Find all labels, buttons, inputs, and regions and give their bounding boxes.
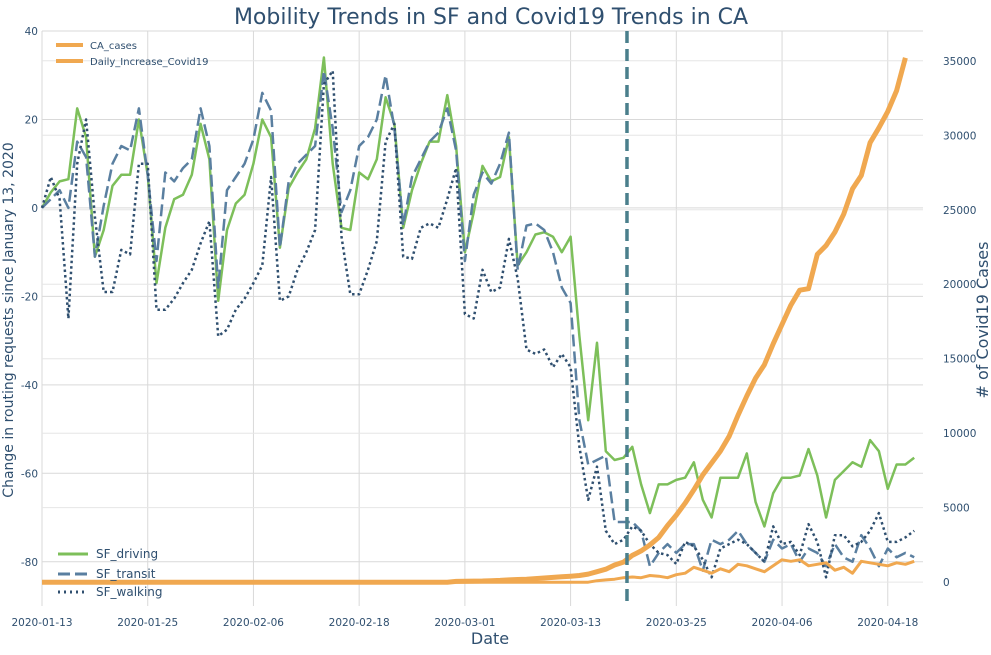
plot-background: [42, 31, 923, 606]
x-tick-label: 2020-03-25: [646, 617, 707, 629]
y-tick-label-right: 25000: [943, 205, 976, 217]
y-tick-label-right: 10000: [943, 428, 976, 440]
x-tick-label: 2020-03-01: [434, 617, 495, 629]
series-left: [40, 56, 915, 579]
legend-left: SF_driving SF_transit SF_walking: [58, 547, 163, 599]
legend-label-sf-walking: SF_walking: [96, 585, 163, 599]
x-axis-label: Date: [471, 629, 509, 648]
x-tick-label: 2020-02-18: [329, 617, 390, 629]
x-tick-label: 2020-02-06: [223, 617, 284, 629]
legend-label-sf-transit: SF_transit: [96, 567, 156, 581]
y-tick-label-right: 5000: [943, 503, 970, 515]
plot-area: [40, 30, 923, 606]
series-line-daily-increase-covid19: [42, 558, 915, 584]
grid: [41, 30, 923, 606]
y-tick-label-right: 30000: [943, 130, 976, 142]
x-tick-label: 2020-01-25: [117, 617, 178, 629]
legend-right: CA_cases Daily_Increase_Covid19: [56, 41, 209, 68]
y-axis-label-right: # of Covid19 Cases: [973, 242, 991, 399]
y-ticks-right: 0 5000 10000 15000 20000 25000 30000 35000: [943, 56, 976, 589]
chart-title: Mobility Trends in SF and Covid19 Trends…: [234, 5, 748, 30]
y-tick-label-right: 0: [943, 577, 950, 589]
y-tick-label-right: 20000: [943, 279, 976, 291]
series-line-sf-driving: [40, 56, 915, 528]
x-ticks: 2020-01-13 2020-01-25 2020-02-06 2020-02-18…: [11, 617, 918, 629]
y-tick-label-left: 20: [25, 114, 38, 126]
x-tick-label: 2020-04-06: [752, 617, 813, 629]
y-tick-label-left: 40: [25, 26, 38, 38]
y-tick-label-right: 15000: [943, 354, 976, 366]
y-tick-label-left: -60: [21, 468, 38, 480]
legend-label-ca-cases: CA_cases: [90, 41, 137, 52]
y-axis-label-left: Change in routing requests since January…: [1, 142, 17, 497]
y-tick-label-left: -40: [21, 380, 38, 392]
legend-label-sf-driving: SF_driving: [96, 547, 158, 561]
y-tick-label-left: -80: [21, 557, 38, 569]
x-tick-label: 2020-01-13: [11, 617, 72, 629]
series-line-sf-transit: [41, 69, 915, 572]
legend-label-daily-increase: Daily_Increase_Covid19: [90, 57, 209, 68]
y-tick-label-left: 0: [31, 203, 38, 215]
y-ticks-left: -80 -60 -40 -20 0 20 40: [21, 26, 38, 569]
x-tick-label: 2020-03-13: [540, 617, 601, 629]
y-tick-label-left: -20: [21, 291, 38, 303]
series-right: [42, 57, 915, 585]
y-tick-label-right: 35000: [943, 56, 976, 68]
x-tick-label: 2020-04-18: [857, 617, 918, 629]
